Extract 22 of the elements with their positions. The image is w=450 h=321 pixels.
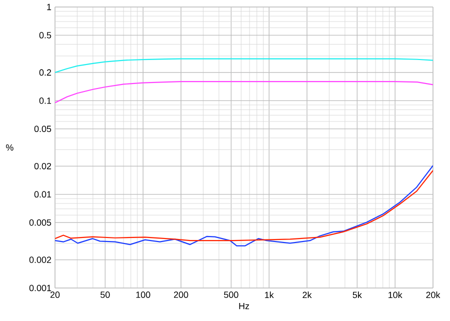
x-tick-label: 50 bbox=[100, 292, 110, 298]
y-axis-title: % bbox=[6, 144, 14, 151]
y-tick-label: 0.01 bbox=[34, 191, 52, 198]
x-tick-label: 10k bbox=[388, 292, 402, 298]
y-tick-label: 0.002 bbox=[29, 256, 52, 263]
x-axis-title: Hz bbox=[239, 302, 250, 310]
y-tick-label: 0.5 bbox=[39, 32, 52, 38]
x-tick-label: 5k bbox=[352, 292, 362, 298]
x-tick-label: 20 bbox=[50, 292, 60, 298]
y-tick-label: 0.005 bbox=[29, 219, 52, 226]
x-tick-label: 1k bbox=[265, 292, 274, 298]
y-tick-label: 1 bbox=[47, 4, 52, 10]
y-tick-label: 0.05 bbox=[34, 126, 52, 132]
y-tick-label: 0.001 bbox=[29, 284, 52, 292]
x-tick-label: 100 bbox=[136, 292, 150, 298]
x-tick-label: 2k bbox=[302, 292, 312, 298]
x-tick-label: 500 bbox=[224, 292, 238, 298]
y-tick-label: 0.1 bbox=[39, 97, 52, 104]
y-tick-label: 0.02 bbox=[34, 162, 52, 170]
y-tick-label: 0.2 bbox=[39, 69, 52, 76]
x-tick-label: 200 bbox=[174, 292, 188, 298]
x-tick-label: 20k bbox=[426, 292, 440, 298]
